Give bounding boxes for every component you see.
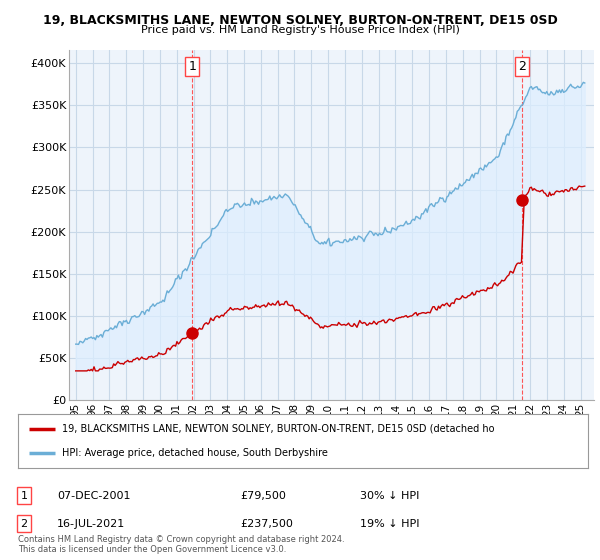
Text: Price paid vs. HM Land Registry's House Price Index (HPI): Price paid vs. HM Land Registry's House … bbox=[140, 25, 460, 35]
Text: Contains HM Land Registry data © Crown copyright and database right 2024.
This d: Contains HM Land Registry data © Crown c… bbox=[18, 535, 344, 554]
Text: £79,500: £79,500 bbox=[240, 491, 286, 501]
Text: £237,500: £237,500 bbox=[240, 519, 293, 529]
Text: 16-JUL-2021: 16-JUL-2021 bbox=[57, 519, 125, 529]
Text: 19, BLACKSMITHS LANE, NEWTON SOLNEY, BURTON-ON-TRENT, DE15 0SD (detached ho: 19, BLACKSMITHS LANE, NEWTON SOLNEY, BUR… bbox=[62, 424, 495, 434]
Text: 1: 1 bbox=[188, 60, 196, 73]
Text: 07-DEC-2001: 07-DEC-2001 bbox=[57, 491, 131, 501]
Text: 19% ↓ HPI: 19% ↓ HPI bbox=[360, 519, 419, 529]
Text: 30% ↓ HPI: 30% ↓ HPI bbox=[360, 491, 419, 501]
Text: HPI: Average price, detached house, South Derbyshire: HPI: Average price, detached house, Sout… bbox=[62, 448, 328, 458]
Text: 19, BLACKSMITHS LANE, NEWTON SOLNEY, BURTON-ON-TRENT, DE15 0SD: 19, BLACKSMITHS LANE, NEWTON SOLNEY, BUR… bbox=[43, 14, 557, 27]
Text: 1: 1 bbox=[20, 491, 28, 501]
Text: 2: 2 bbox=[20, 519, 28, 529]
Text: 2: 2 bbox=[518, 60, 526, 73]
